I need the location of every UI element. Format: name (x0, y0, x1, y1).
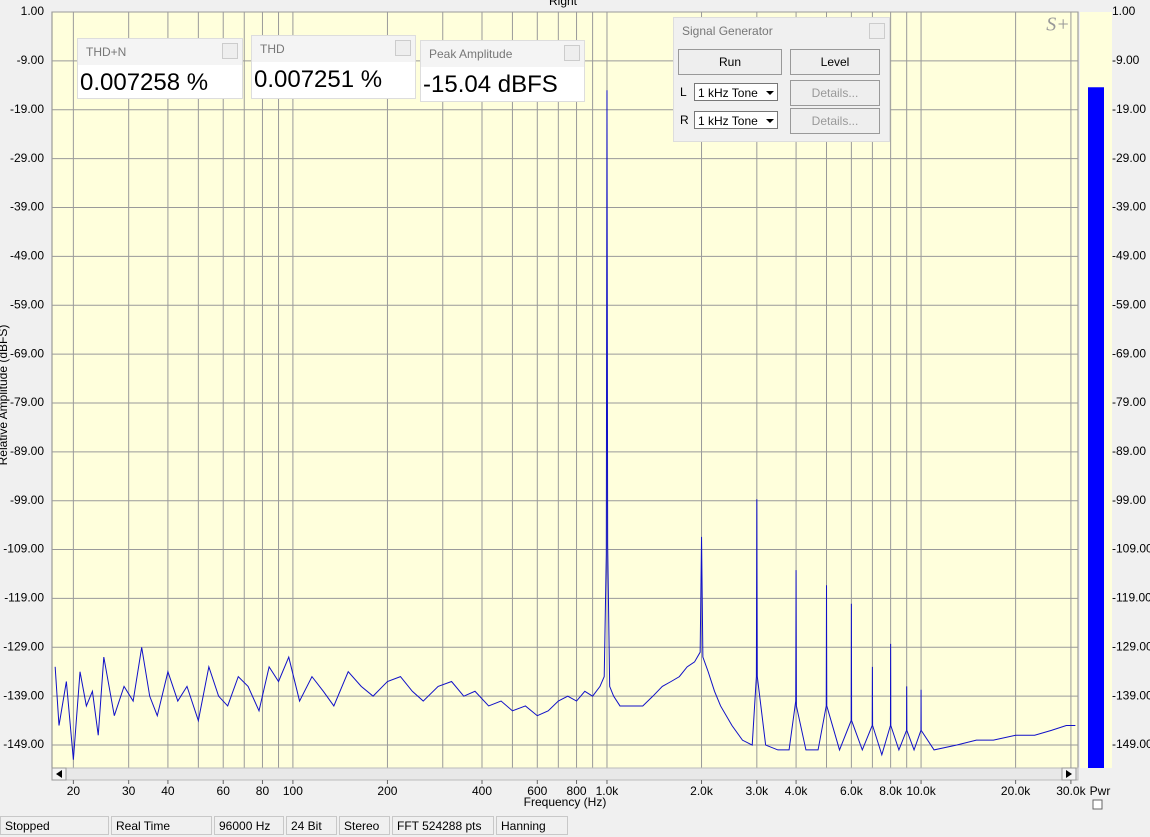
meter-thd: THD 0.007251 % (251, 35, 416, 99)
x-tick-label: 30 (122, 784, 136, 798)
y-tick-label-right: -19.00 (1112, 102, 1146, 116)
y-tick-label-right: 1.00 (1112, 4, 1136, 18)
y-tick-label-right: -59.00 (1112, 297, 1146, 311)
y-tick-label-right: -99.00 (1112, 493, 1146, 507)
y-tick-label-right: -39.00 (1112, 200, 1146, 214)
x-tick-label: 20.0k (1001, 784, 1031, 798)
spectrum-chart: Right Frequency (Hz) Relative Amplitude … (0, 0, 1150, 810)
y-tick-label-right: -109.00 (1112, 542, 1150, 556)
x-tick-label: 400 (472, 784, 492, 798)
collapse-button[interactable] (1092, 799, 1103, 810)
y-tick-label: 1.00 (21, 4, 45, 18)
source-dropdown[interactable]: 1 kHz Tone (694, 83, 778, 101)
y-tick-label: -9.00 (17, 53, 45, 67)
status-cell: 24 Bit (286, 816, 337, 835)
y-tick-label-right: -89.00 (1112, 444, 1146, 458)
x-tick-label: 100 (283, 784, 303, 798)
x-tick-label: 8.0k (879, 784, 903, 798)
meter-title: THD+N (86, 45, 127, 59)
y-tick-label: -69.00 (10, 346, 44, 360)
meter-peak: Peak Amplitude -15.04 dBFS (420, 40, 585, 102)
x-tick-label: 80 (256, 784, 270, 798)
y-tick-label-right: -29.00 (1112, 151, 1146, 165)
channel-label: L (680, 85, 687, 99)
y-tick-label-right: -9.00 (1112, 53, 1140, 67)
meter-value: 0.007251 % (252, 62, 415, 98)
y-tick-label: -109.00 (3, 542, 44, 556)
y-axis-label: Relative Amplitude (dBFS) (0, 325, 10, 466)
details-button[interactable]: Details... (790, 80, 880, 106)
x-tick-label: 60 (217, 784, 231, 798)
x-tick-label: 2.0k (690, 784, 714, 798)
run-button[interactable]: Run (678, 49, 782, 75)
close-button[interactable] (395, 40, 411, 56)
close-button[interactable] (564, 45, 580, 61)
close-button[interactable] (869, 23, 885, 39)
x-tick-label: 10.0k (906, 784, 936, 798)
status-cell: Real Time (111, 816, 212, 835)
meter-thdn: THD+N 0.007258 % (77, 38, 243, 99)
spectrum-line (54, 90, 1076, 760)
close-button[interactable] (222, 43, 238, 59)
x-tick-label: 4.0k (785, 784, 809, 798)
meter-label: Pwr (1090, 784, 1111, 798)
y-tick-label: -139.00 (3, 688, 44, 702)
meter-title: THD (260, 42, 285, 56)
y-tick-label-right: -49.00 (1112, 249, 1146, 263)
logo: S+ (1046, 14, 1070, 36)
arrow-icon (1066, 770, 1072, 778)
x-tick-label: 600 (527, 784, 547, 798)
status-cell: 96000 Hz (214, 816, 284, 835)
y-tick-label-right: -69.00 (1112, 346, 1146, 360)
x-tick-label: 1.0k (596, 784, 620, 798)
y-tick-label-right: -119.00 (1112, 591, 1150, 605)
x-tick-label: 30.0k (1056, 784, 1086, 798)
status-cell: Hanning (496, 816, 568, 835)
details-button[interactable]: Details... (790, 108, 880, 134)
panel-title: Signal Generator (682, 24, 773, 38)
y-tick-label: -49.00 (10, 249, 44, 263)
signal-generator: Signal Generator Run Level L 1 kHz Tone … (673, 17, 890, 142)
x-tick-label: 40 (161, 784, 175, 798)
source-dropdown[interactable]: 1 kHz Tone (694, 111, 778, 129)
x-tick-label: 6.0k (840, 784, 864, 798)
status-bar: Stopped Real Time 96000 Hz 24 Bit Stereo FFT … (0, 816, 1150, 837)
x-tick-label: 200 (377, 784, 397, 798)
meter-value: -15.04 dBFS (421, 67, 584, 101)
arrow-icon (56, 770, 62, 778)
status-cell: Stopped (0, 816, 109, 835)
status-cell: FFT 524288 pts (392, 816, 494, 835)
y-tick-label: -59.00 (10, 297, 44, 311)
y-tick-label: -99.00 (10, 493, 44, 507)
y-tick-label-right: -139.00 (1112, 688, 1150, 702)
y-tick-label: -79.00 (10, 395, 44, 409)
channel-label: R (680, 113, 689, 127)
y-tick-label: -29.00 (10, 151, 44, 165)
meter-value: 0.007258 % (78, 65, 242, 98)
x-tick-label: 3.0k (745, 784, 769, 798)
x-tick-label: 20 (67, 784, 81, 798)
plot-area (51, 11, 1079, 769)
y-tick-label: -89.00 (10, 444, 44, 458)
x-tick-label: 800 (567, 784, 587, 798)
status-cell: Stereo (339, 816, 390, 835)
y-tick-label: -129.00 (3, 639, 44, 653)
y-tick-label: -149.00 (3, 737, 44, 751)
scrollbar[interactable] (51, 767, 1079, 781)
y-tick-label: -19.00 (10, 102, 44, 116)
y-tick-label-right: -79.00 (1112, 395, 1146, 409)
y-tick-label: -119.00 (4, 591, 44, 605)
y-tick-label-right: -149.00 (1112, 737, 1150, 751)
level-meter-bar (1088, 87, 1104, 768)
level-button[interactable]: Level (790, 49, 880, 75)
meter-title: Peak Amplitude (429, 47, 513, 61)
x-axis-label: Frequency (Hz) (524, 795, 607, 809)
y-tick-label: -39.00 (10, 200, 44, 214)
y-tick-label-right: -129.00 (1112, 639, 1150, 653)
chart-title: Right (549, 0, 578, 8)
